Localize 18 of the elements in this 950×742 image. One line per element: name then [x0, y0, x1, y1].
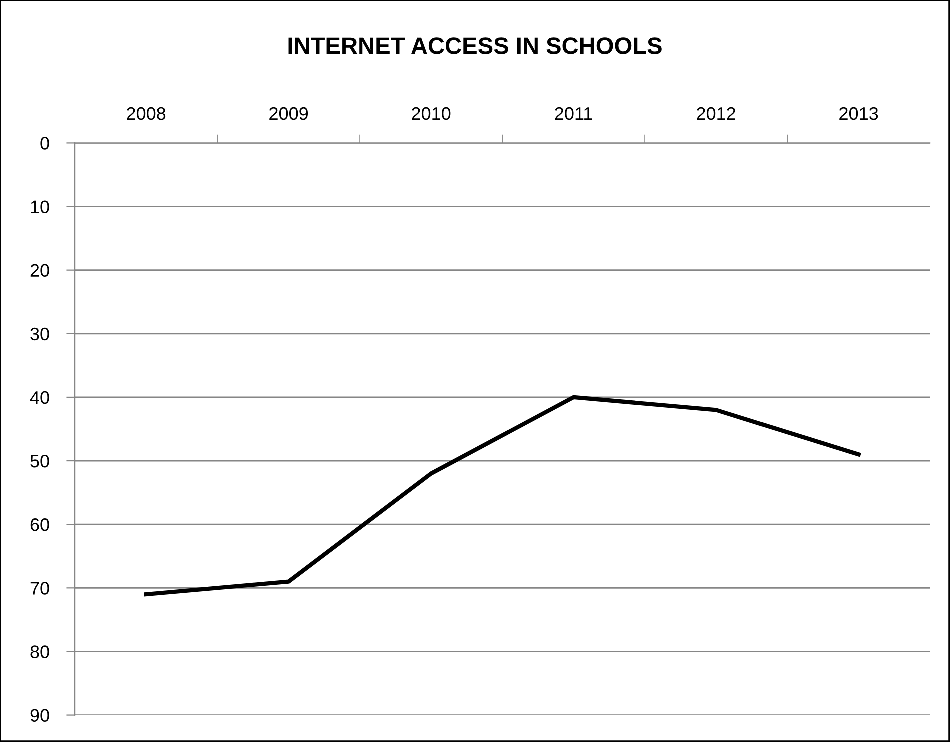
x-tick-label: 2008 — [127, 107, 166, 120]
y-tick-label: 90 — [30, 709, 50, 722]
chart-title: INTERNET ACCESS IN SCHOOLS — [288, 38, 662, 54]
x-tick-label: 2013 — [840, 107, 878, 120]
y-tick-label: 0 — [40, 137, 50, 150]
y-tick-label: 50 — [30, 454, 50, 468]
y-tick-label: 60 — [30, 518, 50, 532]
x-tick-label: 2012 — [697, 107, 736, 120]
line-series — [144, 395, 861, 597]
y-tick-label: 20 — [30, 264, 50, 278]
y-tick-label: 10 — [31, 200, 50, 214]
y-tick-label: 70 — [30, 582, 50, 595]
y-tick-label: 30 — [30, 328, 50, 341]
y-tick-label: 80 — [30, 646, 50, 658]
y-tick-label: 40 — [30, 391, 50, 404]
x-tick-label: 2011 — [555, 107, 592, 120]
x-tick-label: 2010 — [412, 107, 451, 120]
x-tick-label: 2009 — [270, 107, 308, 120]
